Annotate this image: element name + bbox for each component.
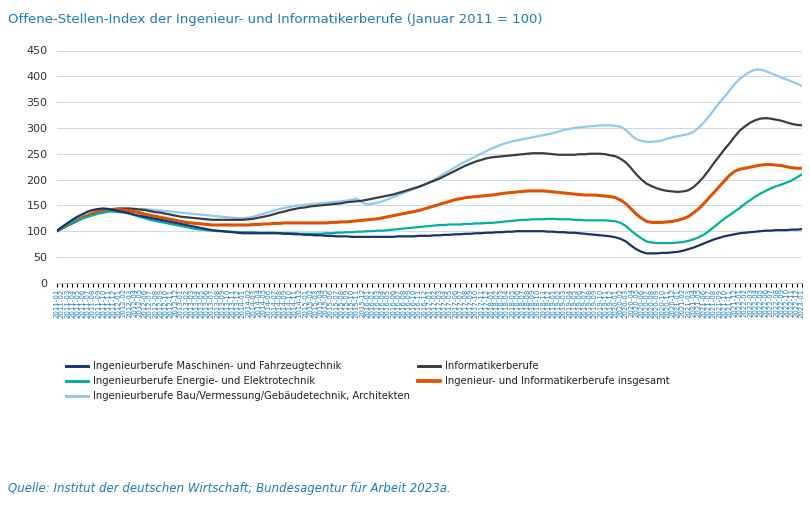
Ingenieurberufe Maschinen- und Fahrzeugtechnik xyxy=(487,230,497,236)
Text: Quelle: Institut der deutschen Wirtschaft; Bundesagentur für Arbeit 2023a.: Quelle: Institut der deutschen Wirtschaf… xyxy=(8,482,451,495)
Ingenieur- und Informatikerberufe insgesamt xyxy=(761,162,770,168)
Ingenieur- und Informatikerberufe insgesamt xyxy=(57,225,66,231)
Ingenieurberufe Bau/Vermessung/Gebäudetechnik, Architekten xyxy=(797,83,807,89)
Ingenieurberufe Bau/Vermessung/Gebäudetechnik, Architekten xyxy=(745,69,755,75)
Ingenieur- und Informatikerberufe insgesamt xyxy=(88,210,98,216)
Ingenieurberufe Energie- und Elektrotechnik xyxy=(57,225,66,231)
Informatikerberufe xyxy=(637,177,646,183)
Line: Informatikerberufe: Informatikerberufe xyxy=(57,118,802,231)
Ingenieurberufe Bau/Vermessung/Gebäudetechnik, Architekten xyxy=(88,212,98,218)
Ingenieurberufe Bau/Vermessung/Gebäudetechnik, Architekten xyxy=(57,225,66,231)
Informatikerberufe xyxy=(52,228,62,234)
Ingenieurberufe Maschinen- und Fahrzeugtechnik xyxy=(57,224,66,230)
Ingenieurberufe Energie- und Elektrotechnik xyxy=(88,212,98,218)
Ingenieur- und Informatikerberufe insgesamt xyxy=(637,215,646,221)
Informatikerberufe xyxy=(797,122,807,128)
Ingenieur- und Informatikerberufe insgesamt xyxy=(797,165,807,171)
Line: Ingenieur- und Informatikerberufe insgesamt: Ingenieur- und Informatikerberufe insges… xyxy=(57,165,802,231)
Ingenieurberufe Bau/Vermessung/Gebäudetechnik, Architekten xyxy=(481,148,491,154)
Ingenieur- und Informatikerberufe insgesamt xyxy=(481,192,491,198)
Ingenieurberufe Energie- und Elektrotechnik xyxy=(750,193,760,199)
Informatikerberufe xyxy=(745,120,755,126)
Ingenieurberufe Energie- und Elektrotechnik xyxy=(52,228,62,234)
Ingenieurberufe Energie- und Elektrotechnik xyxy=(652,240,662,246)
Ingenieurberufe Maschinen- und Fahrzeugtechnik xyxy=(756,228,765,234)
Informatikerberufe xyxy=(616,156,625,162)
Legend: Ingenieurberufe Maschinen- und Fahrzeugtechnik, Ingenieurberufe Energie- und Ele: Ingenieurberufe Maschinen- und Fahrzeugt… xyxy=(62,358,673,406)
Line: Ingenieurberufe Maschinen- und Fahrzeugtechnik: Ingenieurberufe Maschinen- und Fahrzeugt… xyxy=(57,209,802,254)
Ingenieur- und Informatikerberufe insgesamt xyxy=(616,197,625,203)
Ingenieurberufe Maschinen- und Fahrzeugtechnik xyxy=(797,226,807,232)
Line: Ingenieurberufe Energie- und Elektrotechnik: Ingenieurberufe Energie- und Elektrotech… xyxy=(57,174,802,243)
Ingenieur- und Informatikerberufe insgesamt xyxy=(745,164,755,170)
Ingenieurberufe Maschinen- und Fahrzeugtechnik xyxy=(642,250,651,257)
Ingenieurberufe Bau/Vermessung/Gebäudetechnik, Architekten xyxy=(750,67,760,73)
Text: Offene-Stellen-Index der Ingenieur- und Informatikerberufe (Januar 2011 = 100): Offene-Stellen-Index der Ingenieur- und … xyxy=(8,13,543,26)
Ingenieurberufe Bau/Vermessung/Gebäudetechnik, Architekten xyxy=(52,228,62,234)
Informatikerberufe xyxy=(761,115,770,121)
Ingenieurberufe Energie- und Elektrotechnik xyxy=(637,235,646,241)
Ingenieurberufe Maschinen- und Fahrzeugtechnik xyxy=(88,207,98,213)
Ingenieurberufe Energie- und Elektrotechnik xyxy=(797,171,807,177)
Informatikerberufe xyxy=(481,156,491,162)
Ingenieurberufe Maschinen- und Fahrzeugtechnik xyxy=(647,250,657,257)
Ingenieurberufe Maschinen- und Fahrzeugtechnik xyxy=(98,206,108,212)
Informatikerberufe xyxy=(57,226,66,232)
Ingenieurberufe Energie- und Elektrotechnik xyxy=(481,220,491,226)
Line: Ingenieurberufe Bau/Vermessung/Gebäudetechnik, Architekten: Ingenieurberufe Bau/Vermessung/Gebäudete… xyxy=(57,70,802,231)
Ingenieurberufe Maschinen- und Fahrzeugtechnik xyxy=(621,238,631,244)
Ingenieurberufe Bau/Vermessung/Gebäudetechnik, Architekten xyxy=(616,124,625,130)
Ingenieurberufe Maschinen- und Fahrzeugtechnik xyxy=(52,228,62,234)
Ingenieurberufe Energie- und Elektrotechnik xyxy=(616,220,625,226)
Ingenieur- und Informatikerberufe insgesamt xyxy=(52,228,62,234)
Ingenieurberufe Bau/Vermessung/Gebäudetechnik, Architekten xyxy=(637,138,646,144)
Informatikerberufe xyxy=(88,211,98,217)
